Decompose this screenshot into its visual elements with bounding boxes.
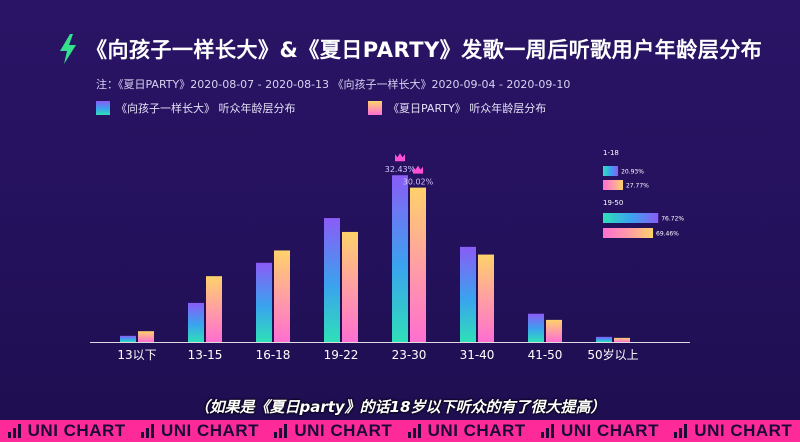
legend-label-a: 《向孩子一样长大》 听众年龄层分布	[116, 102, 296, 115]
brand-logo-text: UNI CHART	[140, 421, 259, 441]
brand-logo-text: UNI CHART	[540, 421, 659, 441]
brand-text: UNI CHART	[427, 421, 526, 440]
hbar-group-label-1: 19-50	[603, 199, 623, 207]
brand-bars-icon	[274, 424, 290, 438]
brand-text: UNI CHART	[294, 421, 393, 440]
hbar-value-label-0-1: 27.77%	[626, 183, 649, 190]
brand-bars-icon	[540, 424, 557, 438]
bar-b-1	[206, 276, 222, 342]
bar-a-5	[460, 246, 476, 342]
hbar-value-label-1-1: 69.46%	[656, 231, 679, 238]
data-label-0: 32.43%	[385, 165, 416, 174]
crown-icon	[395, 153, 405, 162]
x-tick-label-3: 19-22	[324, 348, 359, 362]
bar-b-3	[342, 231, 358, 342]
brand-logo-text: UNI CHART	[407, 421, 526, 441]
legend-swatch-a	[96, 101, 110, 115]
brand-logo-text: UNI CHART	[674, 421, 792, 441]
x-tick-label-2: 16-18	[256, 348, 291, 362]
date-note: 注：《夏日PARTY》2020-08-07 - 2020-08-13 《向孩子一…	[96, 78, 571, 91]
title-row: 《向孩子一样长大》&《夏日PARTY》发歌一周后听歌用户年龄层分布	[58, 34, 762, 64]
crown-icon	[413, 165, 423, 174]
data-label-1: 30.02%	[403, 178, 434, 187]
x-tick-label-4: 23-30	[392, 348, 427, 362]
bar-a-0	[120, 335, 136, 342]
subtitle-caption: （如果是《夏日party》的话18岁以下听众的有了很大提高）	[194, 398, 606, 416]
brand-text: UNI CHART	[560, 421, 659, 440]
bar-a-4	[392, 175, 408, 342]
x-tick-label-1: 13-15	[188, 348, 223, 362]
bar-b-6	[546, 319, 562, 342]
brand-bars-icon	[7, 424, 24, 438]
brand-text: UNI CHART	[160, 421, 259, 440]
hbar-1-b	[603, 228, 654, 238]
legend-item-b: 《夏日PARTY》 听众年龄层分布	[368, 100, 546, 116]
brand-bars-icon	[140, 424, 157, 438]
legend-label-b: 《夏日PARTY》 听众年龄层分布	[388, 102, 547, 115]
bar-a-6	[528, 313, 544, 342]
bar-a-1	[188, 302, 204, 342]
brand-bars-icon	[407, 424, 424, 438]
legend-item-a: 《向孩子一样长大》 听众年龄层分布	[96, 100, 296, 116]
x-tick-label-0: 13以下	[117, 348, 156, 362]
brand-logo-text: UNI CHART	[274, 421, 392, 441]
brand-logo-text: UNI CHART	[7, 421, 126, 441]
lightning-icon	[60, 34, 76, 64]
x-tick-label-7: 50岁以上	[587, 347, 638, 362]
bar-b-4	[410, 187, 426, 342]
hbar-0-a	[603, 166, 619, 176]
brand-text: UNI CHART	[694, 421, 793, 440]
bar-a-7	[596, 336, 612, 342]
bar-b-2	[274, 250, 290, 342]
page-title: 《向孩子一样长大》&《夏日PARTY》发歌一周后听歌用户年龄层分布	[86, 38, 763, 62]
bar-a-3	[324, 218, 340, 342]
hbar-value-label-0-0: 20.93%	[621, 169, 644, 176]
x-tick-label-5: 31-40	[460, 348, 495, 362]
legend-swatch-b	[368, 101, 382, 115]
hbar-group-label-0: 1-18	[603, 149, 619, 157]
brand-text: UNI CHART	[27, 421, 126, 440]
bar-b-7	[614, 337, 630, 342]
bar-a-2	[256, 262, 272, 342]
hbar-0-b	[603, 180, 623, 190]
brand-footer: UNI CHART UNI CHART UNI CHART UNI CHART UNI …	[0, 420, 800, 442]
x-tick-label-6: 41-50	[528, 348, 563, 362]
hbar-1-a	[603, 213, 659, 223]
bar-b-0	[138, 331, 154, 342]
bar-b-5	[478, 254, 494, 342]
brand-bars-icon	[674, 424, 690, 438]
hbar-value-label-1-0: 76.72%	[661, 216, 684, 223]
